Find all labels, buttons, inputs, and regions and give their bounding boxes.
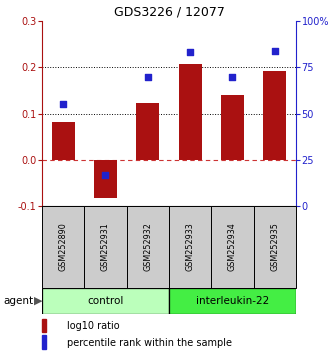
Text: interleukin-22: interleukin-22 [196,296,269,306]
Point [272,48,277,53]
FancyBboxPatch shape [169,288,296,314]
Text: percentile rank within the sample: percentile rank within the sample [68,338,232,348]
Title: GDS3226 / 12077: GDS3226 / 12077 [114,5,224,18]
Point [188,50,193,55]
Point [61,101,66,107]
FancyBboxPatch shape [84,206,127,288]
Point [103,172,108,177]
Text: agent: agent [3,296,33,306]
Text: control: control [87,296,124,306]
Bar [263,72,286,160]
FancyBboxPatch shape [211,206,254,288]
Text: GSM252931: GSM252931 [101,223,110,272]
FancyBboxPatch shape [169,206,211,288]
Bar [94,160,117,198]
Bar [221,95,244,160]
Text: GSM252934: GSM252934 [228,223,237,272]
FancyBboxPatch shape [254,206,296,288]
Bar [42,319,46,332]
Text: GSM252932: GSM252932 [143,223,152,272]
Bar [178,64,202,160]
FancyBboxPatch shape [42,206,84,288]
Text: ▶: ▶ [34,296,42,306]
Text: log10 ratio: log10 ratio [68,321,120,331]
Bar [52,122,75,160]
Bar [42,336,46,349]
Text: GSM252890: GSM252890 [59,223,68,272]
FancyBboxPatch shape [127,206,169,288]
Point [230,74,235,79]
Text: GSM252935: GSM252935 [270,223,279,272]
Bar [136,103,160,160]
Text: GSM252933: GSM252933 [186,223,195,272]
Point [145,74,151,79]
FancyBboxPatch shape [42,288,169,314]
